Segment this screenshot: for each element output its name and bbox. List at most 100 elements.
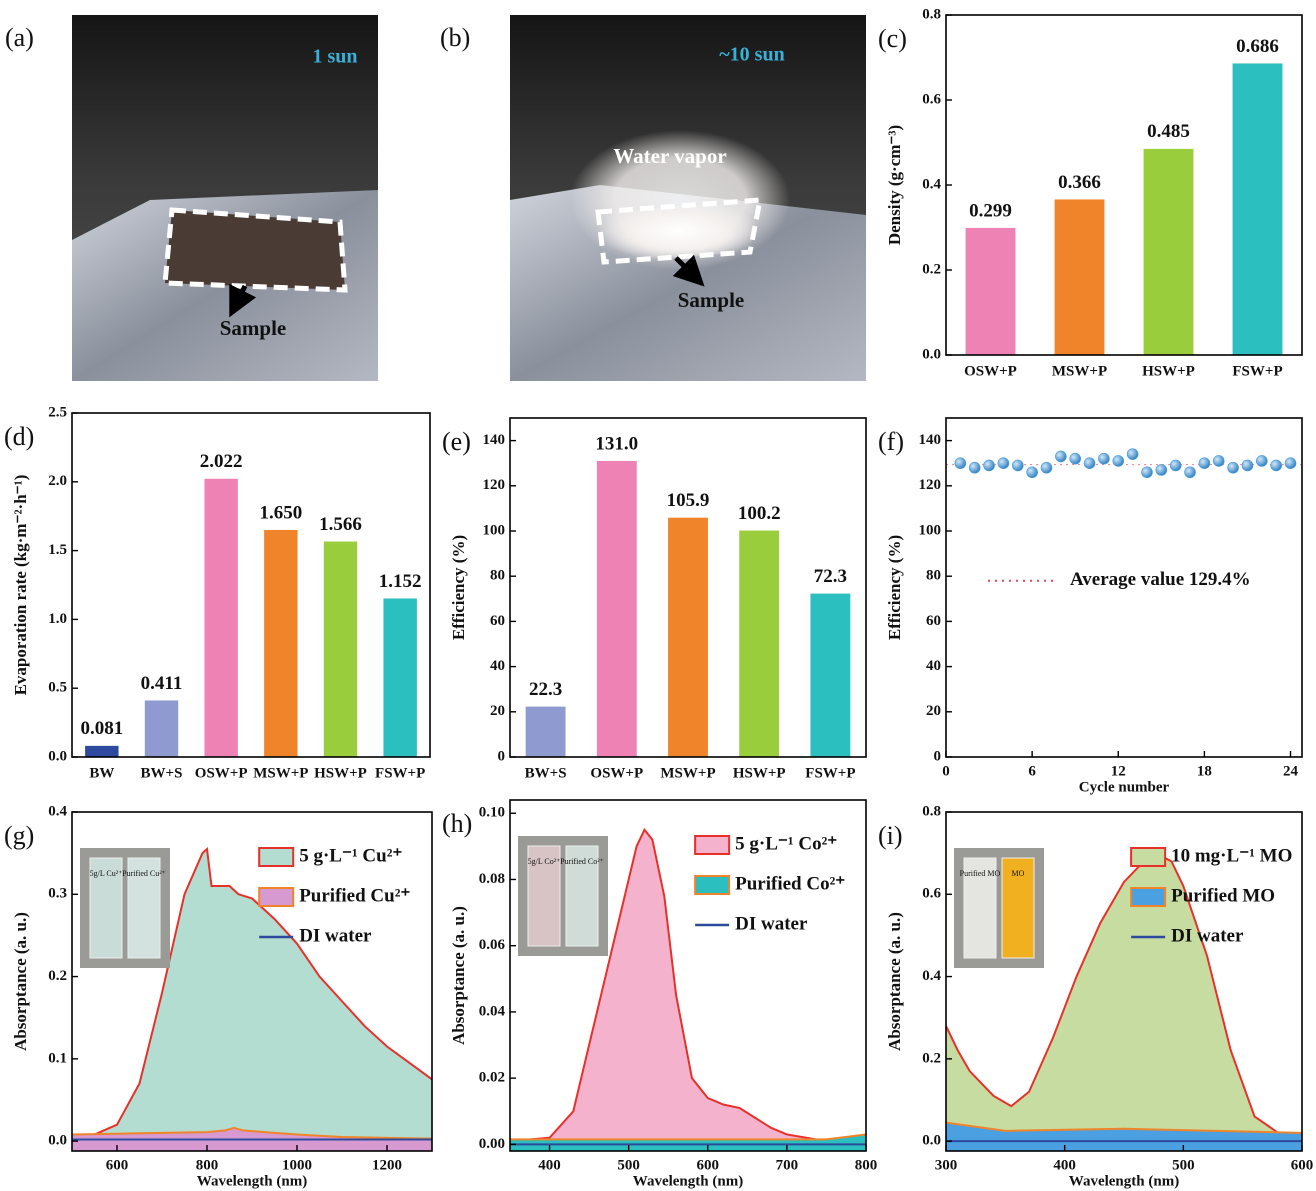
- y-tick-label: 20: [490, 703, 505, 719]
- legend-swatch: [694, 875, 731, 895]
- y-axis-label: Efficiency (%): [449, 535, 468, 640]
- point: [1011, 459, 1024, 472]
- inset-label: Purified Co²⁺: [560, 857, 604, 866]
- y-tick-label: 0.06: [479, 937, 506, 953]
- legend-swatch: [258, 847, 295, 867]
- y-axis-label: Density (g·cm⁻³): [885, 125, 904, 245]
- cuvette: [89, 857, 123, 959]
- area-fill: [510, 1134, 866, 1151]
- panel-label: (e): [442, 427, 471, 456]
- x-tick-label: OSW+P: [964, 363, 1017, 379]
- inset-label: Purified MO: [960, 869, 1001, 878]
- y-axis-label: Absorptance (a. u.): [449, 906, 468, 1045]
- series-line: [72, 1126, 432, 1140]
- value-label: 22.3: [529, 679, 562, 700]
- point: [1098, 452, 1110, 465]
- x-axis-label: Cycle number: [1079, 779, 1170, 795]
- point: [1256, 455, 1268, 467]
- bar: [1143, 148, 1194, 355]
- bar: [739, 530, 780, 757]
- x-tick-label: 400: [1053, 1157, 1076, 1173]
- y-tick-label: 20: [926, 703, 941, 719]
- value-label: 131.0: [595, 433, 638, 454]
- y-tick-label: 0.6: [922, 91, 941, 107]
- value-label: 1.152: [379, 571, 422, 592]
- legend-label: Purified Cu²⁺: [299, 885, 410, 906]
- inset-label: Purified Cu²⁺: [122, 869, 166, 878]
- x-tick-label: 600: [106, 1157, 129, 1173]
- y-tick-label: 40: [926, 658, 941, 674]
- photo-label: Sample: [678, 288, 745, 312]
- legend-label: Purified Co²⁺: [735, 873, 845, 894]
- x-tick-label: 12: [1111, 763, 1126, 779]
- y-tick-label: 0.04: [479, 1003, 506, 1019]
- area-fill: [946, 1122, 1302, 1151]
- bar: [1232, 63, 1283, 355]
- photo-label: Water vapor: [613, 144, 726, 168]
- area-fill: [72, 849, 432, 1151]
- y-tick-label: 140: [483, 432, 506, 448]
- x-tick-label: MSW+P: [660, 765, 715, 781]
- panel-label: (g): [4, 821, 34, 850]
- photo-label: Sample: [220, 316, 287, 340]
- x-tick-label: 1200: [372, 1157, 402, 1173]
- point: [983, 459, 995, 472]
- x-tick-label: 400: [538, 1157, 561, 1173]
- bar: [596, 460, 637, 757]
- y-tick-label: 0.8: [922, 6, 941, 22]
- bar: [1054, 199, 1105, 355]
- series-line: [946, 1121, 1302, 1134]
- caption: 1 sun: [312, 46, 357, 68]
- chart: (h) 5 g·L⁻¹ Co²⁺ Purified Co²⁺ DI water 5g/L…: [442, 799, 877, 1189]
- bar: [383, 598, 417, 757]
- chart: (i) 10 mg·L⁻¹ MO Purified MO DI water Purifi…: [878, 803, 1313, 1189]
- value-label: 0.366: [1058, 172, 1101, 193]
- bar: [965, 227, 1016, 355]
- value-label: 1.566: [319, 514, 362, 535]
- panel-label: (i): [878, 821, 903, 850]
- point: [1112, 455, 1125, 467]
- caption: ~10 sun: [719, 44, 784, 66]
- legend-label: DI water: [735, 913, 808, 934]
- legend-swatch: [258, 887, 295, 907]
- x-tick-label: FSW+P: [375, 765, 425, 781]
- y-tick-label: 40: [490, 658, 505, 674]
- plot-frame: [509, 417, 867, 758]
- y-tick-label: 0.6: [922, 886, 941, 902]
- y-axis-label: Efficiency (%): [885, 535, 904, 640]
- point: [1083, 457, 1096, 470]
- point: [1270, 459, 1282, 472]
- legend-label: Purified MO: [1171, 885, 1275, 906]
- x-tick-label: 500: [1172, 1157, 1195, 1173]
- series-line: [510, 827, 866, 1143]
- y-tick-label: 0: [934, 748, 942, 764]
- y-tick-label: 80: [490, 568, 505, 584]
- x-tick-label: 18: [1197, 763, 1212, 779]
- point: [1184, 466, 1196, 479]
- point: [1198, 457, 1211, 470]
- x-tick-label: 800: [196, 1157, 219, 1173]
- x-axis-label: Wavelength (nm): [197, 1173, 307, 1189]
- point: [997, 457, 1010, 470]
- chart: (f)Average value 129.4%02040608010012014…: [878, 417, 1303, 795]
- x-tick-label: BW+S: [525, 765, 567, 781]
- x-tick-label: MSW+P: [1052, 363, 1107, 379]
- plot-frame: [945, 811, 1303, 1152]
- y-tick-label: 0.4: [922, 968, 941, 984]
- x-tick-label: BW+S: [141, 765, 183, 781]
- y-tick-label: 0.10: [479, 805, 505, 821]
- x-tick-label: MSW+P: [253, 765, 308, 781]
- area-fill: [946, 855, 1302, 1151]
- legend-swatch: [694, 835, 731, 855]
- point: [1284, 457, 1297, 470]
- sample: [595, 197, 764, 265]
- bar: [668, 517, 708, 757]
- cuvette: [565, 845, 599, 947]
- legend-label: 5 g·L⁻¹ Co²⁺: [735, 833, 837, 854]
- y-tick-label: 1.5: [48, 542, 67, 558]
- point: [1227, 461, 1239, 474]
- point: [1040, 461, 1053, 474]
- y-tick-label: 0.02: [479, 1070, 505, 1086]
- point: [1069, 452, 1081, 465]
